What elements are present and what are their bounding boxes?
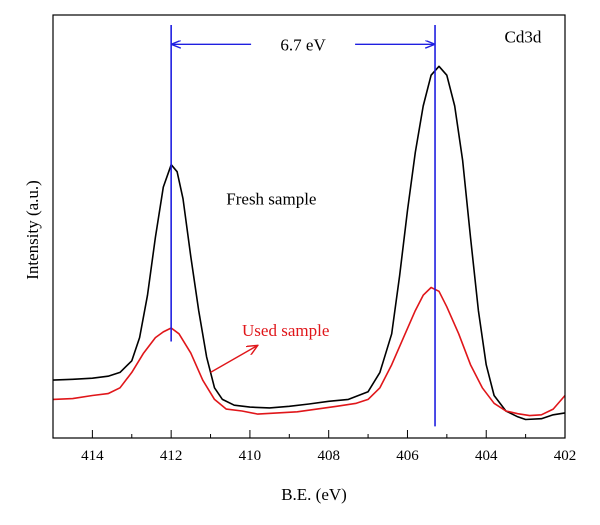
used-sample-pointer-arrow — [210, 345, 258, 373]
x-tick-label: 406 — [396, 448, 419, 464]
x-tick-label: 408 — [317, 448, 340, 464]
fresh-sample-label: Fresh sample — [226, 190, 316, 209]
x-axis-title: B.E. (eV) — [281, 485, 347, 504]
y-axis-title: Intensity (a.u.) — [23, 180, 42, 280]
interval-label: 6.7 eV — [280, 35, 326, 54]
plot-area: 6.7 eV Cd3d Fresh sample Used sample — [52, 24, 566, 427]
x-tick-label: 410 — [239, 448, 262, 464]
series-line-fresh-sample — [52, 65, 566, 421]
x-axis: 414 412 410 408 406 404 402 — [52, 430, 577, 464]
plot-frame — [52, 14, 566, 439]
used-sample-label: Used sample — [242, 321, 329, 340]
x-tick-label: 412 — [160, 448, 183, 464]
x-tick-label: 414 — [81, 448, 104, 464]
x-tick-label: 404 — [475, 448, 498, 464]
series-line-used-sample — [52, 286, 566, 417]
element-label: Cd3d — [505, 28, 542, 47]
x-tick-label: 402 — [554, 448, 577, 464]
